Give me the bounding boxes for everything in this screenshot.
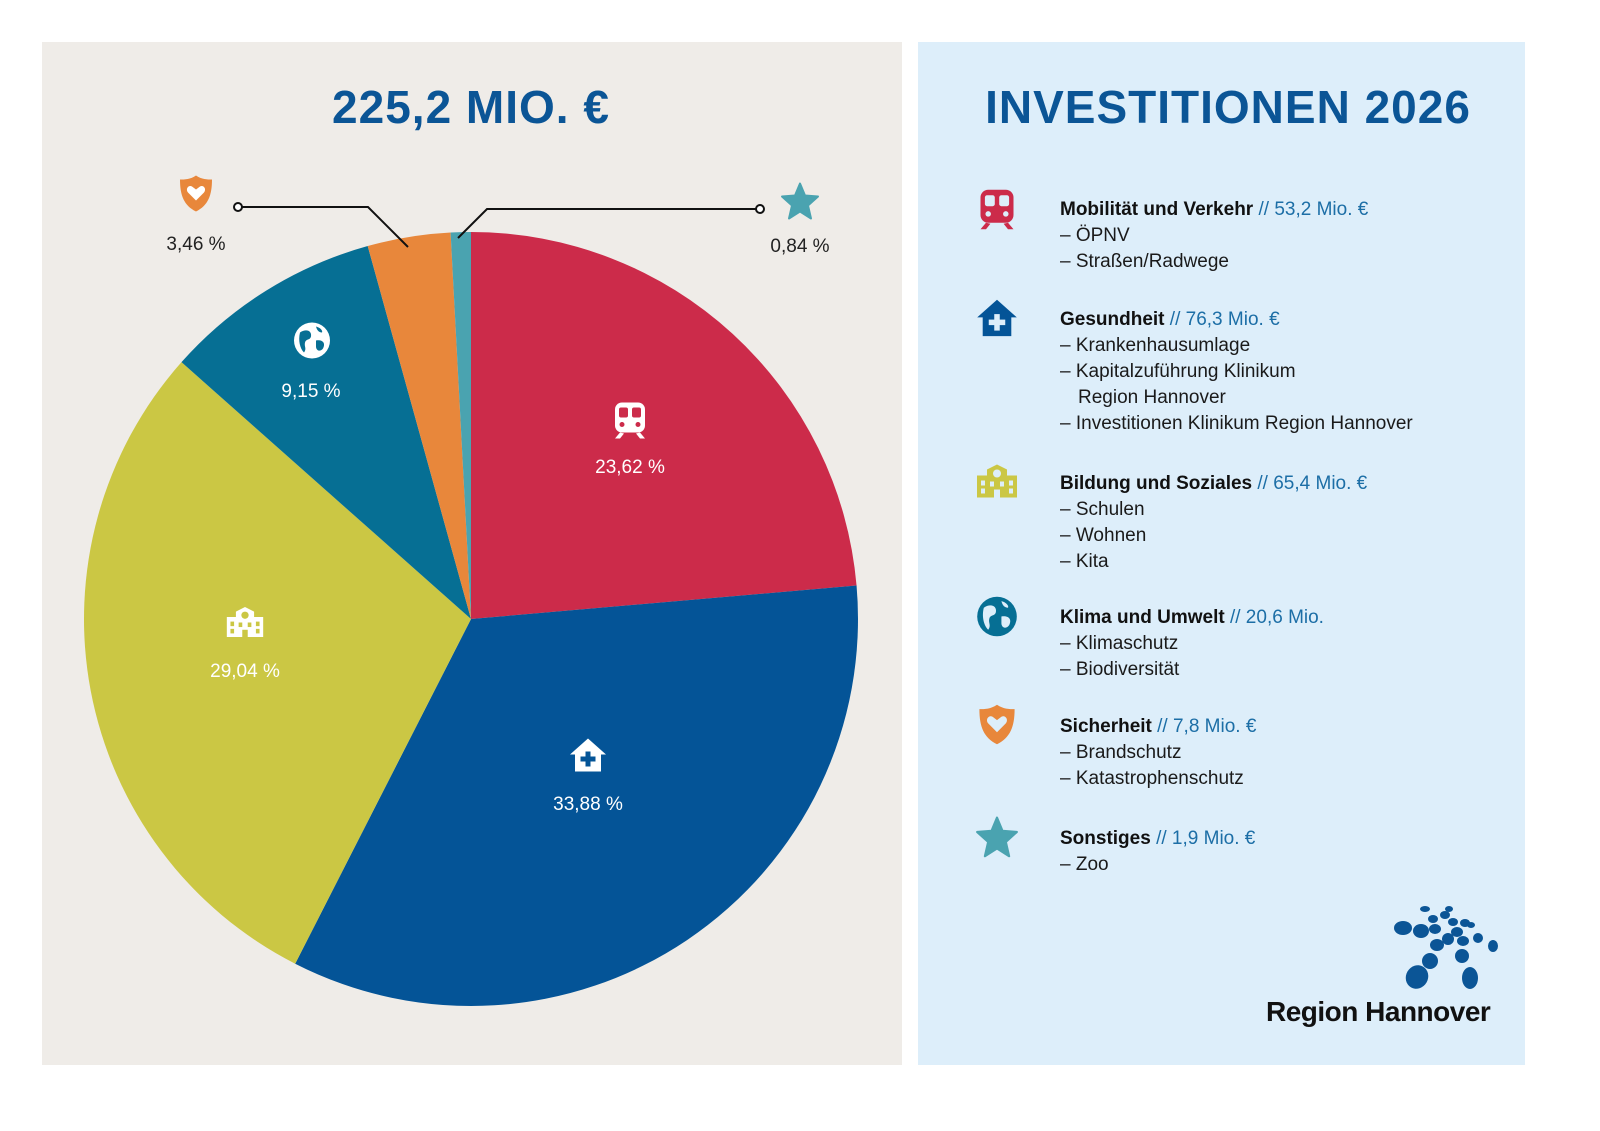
legend-name: Sonstiges (1060, 828, 1151, 849)
legend-sub: – Kita (1060, 551, 1109, 572)
region-hannover-logo-icon (1394, 906, 1498, 989)
logo-text: Region Hannover (1266, 996, 1491, 1027)
legend-name: Bildung und Soziales (1060, 473, 1253, 494)
leader-dot-sonstiges (755, 204, 765, 214)
legend-panel (918, 42, 1525, 1065)
legend-hospital-house-icon (975, 297, 1019, 346)
pie-slice-bildung (83, 362, 472, 964)
legend-sub: – Klimaschutz (1060, 633, 1179, 654)
legend-train-icon (975, 188, 1019, 237)
legend-amount: // 76,3 Mio. € (1169, 309, 1280, 330)
pie-label-gesundheit: 33,88 % (553, 794, 623, 815)
legend-item-mobilitaet: Mobilität und Verkehr // 53,2 Mio. € – Ö… (1060, 197, 1368, 275)
pie-label-sonstiges: 0,84 % (770, 236, 830, 257)
legend-shield-heart-icon (975, 703, 1019, 752)
pie-star-icon (780, 182, 820, 227)
pie-slice-klima (181, 246, 471, 619)
pie-hospital-house-icon (568, 736, 608, 781)
legend-sub: – Brandschutz (1060, 742, 1182, 763)
legend-amount: // 53,2 Mio. € (1258, 199, 1369, 220)
legend-sub: – Krankenhausumlage (1060, 335, 1251, 356)
chart-title: 225,2 MIO. € (332, 81, 610, 133)
legend-amount: // 7,8 Mio. € (1157, 716, 1257, 737)
legend-sub: Region Hannover (1078, 387, 1226, 408)
pie-slice-mobilitaet (471, 232, 857, 619)
legend-amount: // 1,9 Mio. € (1156, 828, 1256, 849)
legend-name: Klima und Umwelt (1060, 607, 1225, 628)
legend-sub: – Schulen (1060, 499, 1145, 520)
legend-amount: // 20,6 Mio. (1229, 607, 1324, 628)
leader-line-sicherheit (238, 206, 409, 248)
leader-dot-sicherheit (233, 202, 243, 212)
legend-amount: // 65,4 Mio. € (1257, 473, 1368, 494)
legend-star-icon (975, 816, 1019, 865)
legend-sub: – Katastrophenschutz (1060, 768, 1244, 789)
pie-label-bildung: 29,04 % (210, 661, 280, 682)
legend-item-sicherheit: Sicherheit // 7,8 Mio. € – Brandschutz –… (1060, 714, 1256, 792)
pie-slice-sicherheit (367, 232, 471, 619)
pie-globe-icon (292, 321, 332, 366)
legend-sub: – ÖPNV (1060, 225, 1130, 246)
pie-slice-gesundheit (295, 585, 858, 1006)
legend-sub: – Wohnen (1060, 525, 1147, 546)
legend-sub: – Zoo (1060, 854, 1109, 875)
pie-shield-heart-icon (176, 174, 216, 219)
legend-item-klima: Klima und Umwelt // 20,6 Mio. – Klimasch… (1060, 605, 1324, 683)
pie-slice-sonstiges (450, 232, 471, 619)
legend-title: INVESTITIONEN 2026 (985, 81, 1471, 133)
legend-name: Mobilität und Verkehr (1060, 199, 1254, 220)
pie-label-mobilitaet: 23,62 % (595, 457, 665, 478)
legend-item-bildung: Bildung und Soziales // 65,4 Mio. € – Sc… (1060, 471, 1367, 575)
pie-school-building-icon (225, 603, 265, 648)
pie-label-klima: 9,15 % (281, 381, 341, 402)
legend-sub: – Biodiversität (1060, 659, 1180, 680)
legend-item-sonstiges: Sonstiges // 1,9 Mio. € – Zoo (1060, 826, 1255, 878)
legend-globe-icon (975, 595, 1019, 644)
leader-line-sonstiges (457, 208, 760, 239)
pie-train-icon (610, 401, 650, 446)
legend-name: Sicherheit (1060, 716, 1152, 737)
legend-sub: – Investitionen Klinikum Region Hannover (1060, 413, 1413, 434)
legend-name: Gesundheit (1060, 309, 1165, 330)
legend-item-gesundheit: Gesundheit // 76,3 Mio. € – Krankenhausu… (1060, 307, 1413, 437)
legend-sub: – Kapitalzuführung Klinikum (1060, 361, 1296, 382)
legend-sub: – Straßen/Radwege (1060, 251, 1229, 272)
legend-school-building-icon (975, 460, 1019, 509)
pie-label-sicherheit: 3,46 % (166, 234, 226, 255)
